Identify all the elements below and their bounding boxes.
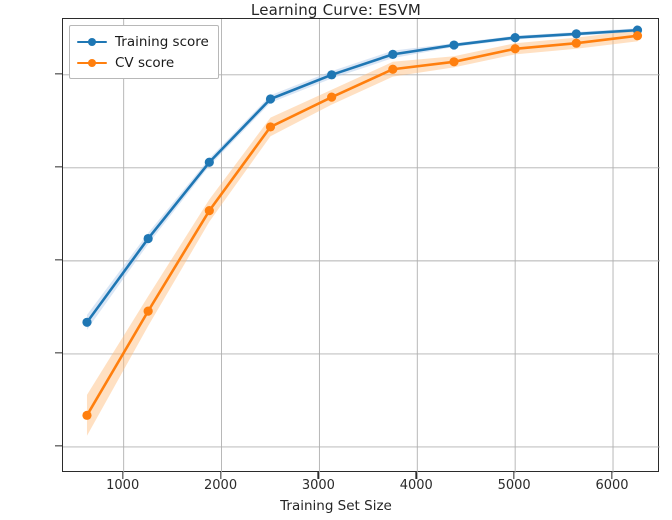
x-axis-label: Training Set Size bbox=[280, 498, 392, 514]
data-point-marker[interactable] bbox=[327, 70, 337, 80]
legend-swatch-training-score bbox=[77, 35, 107, 49]
data-point-marker[interactable] bbox=[265, 122, 276, 132]
x-tick-label: 3000 bbox=[301, 478, 335, 493]
chart-title: Learning Curve: ESVM bbox=[250, 1, 422, 19]
plot-area bbox=[62, 18, 660, 473]
data-point-marker[interactable] bbox=[571, 29, 581, 39]
data-point-marker[interactable] bbox=[510, 44, 520, 54]
x-tick-label: 2000 bbox=[204, 478, 238, 493]
y-tick-mark bbox=[55, 352, 62, 354]
data-point-marker[interactable] bbox=[265, 94, 276, 104]
legend-label-training-score: Training score bbox=[115, 33, 209, 50]
data-series-layer bbox=[82, 25, 643, 436]
x-tick-mark bbox=[611, 472, 613, 479]
data-point-marker[interactable] bbox=[632, 31, 643, 41]
x-tick-mark bbox=[513, 472, 515, 479]
x-tick-label: 5000 bbox=[497, 478, 531, 493]
x-tick-label: 4000 bbox=[399, 478, 433, 493]
x-tick-mark bbox=[219, 472, 222, 479]
data-point-marker[interactable] bbox=[143, 306, 153, 316]
legend-item-cv-score[interactable]: CV score bbox=[77, 52, 209, 73]
x-tick-label: 6000 bbox=[595, 478, 629, 493]
data-point-marker[interactable] bbox=[510, 33, 520, 43]
legend-item-training-score[interactable]: Training score bbox=[77, 31, 209, 52]
y-axis-label-wrap: Score bbox=[8, 0, 28, 520]
x-tick-mark bbox=[415, 472, 417, 479]
x-tick-label: 1000 bbox=[106, 478, 140, 493]
series-line bbox=[85, 34, 639, 417]
x-tick-mark bbox=[122, 472, 124, 479]
data-point-marker[interactable] bbox=[388, 64, 398, 74]
y-tick-mark bbox=[55, 259, 62, 261]
data-point-marker[interactable] bbox=[143, 233, 153, 244]
data-point-marker[interactable] bbox=[449, 57, 459, 67]
legend-label-cv-score: CV score bbox=[115, 54, 175, 71]
y-tick-mark bbox=[55, 73, 62, 75]
data-point-marker[interactable] bbox=[327, 92, 337, 102]
data-point-marker[interactable] bbox=[571, 38, 581, 48]
data-point-marker[interactable] bbox=[82, 317, 92, 327]
data-point-marker[interactable] bbox=[204, 206, 214, 216]
chart-legend[interactable]: Training score CV score bbox=[69, 25, 219, 79]
legend-swatch-cv-score bbox=[77, 56, 107, 70]
confidence-band bbox=[86, 30, 638, 436]
data-point-marker[interactable] bbox=[204, 157, 214, 167]
legend-marker-icon bbox=[88, 58, 96, 67]
data-point-marker[interactable] bbox=[449, 40, 459, 50]
y-tick-mark bbox=[55, 166, 62, 168]
y-tick-mark bbox=[55, 445, 62, 447]
x-tick-mark bbox=[317, 472, 320, 479]
series-line bbox=[85, 28, 639, 324]
data-point-marker[interactable] bbox=[82, 410, 92, 420]
legend-marker-icon bbox=[88, 37, 96, 46]
data-point-marker[interactable] bbox=[388, 49, 398, 59]
gridlines bbox=[63, 19, 660, 473]
